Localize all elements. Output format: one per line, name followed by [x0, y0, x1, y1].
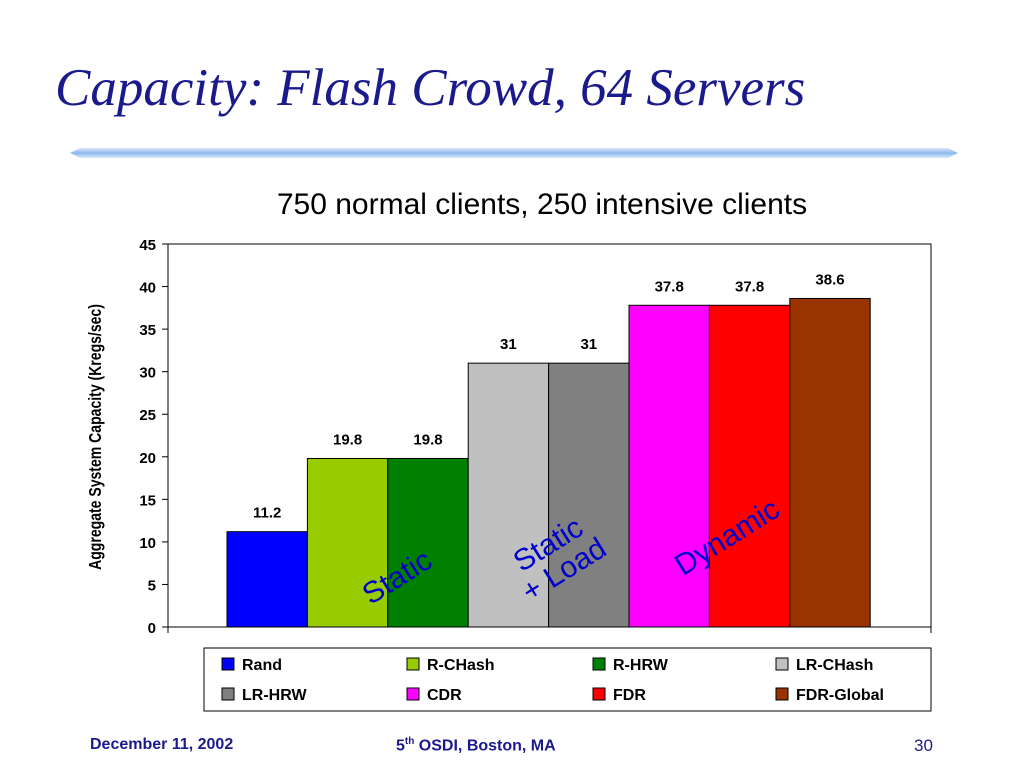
title-divider [70, 148, 958, 158]
data-label: 31 [500, 336, 517, 353]
bar-cdr [628, 304, 710, 628]
y-tick-label: 15 [139, 492, 156, 509]
bar-lr-hrw [548, 362, 630, 628]
chart-subtitle: 750 normal clients, 250 intensive client… [276, 188, 808, 221]
bar-r-hrw [387, 457, 469, 628]
data-label: 37.8 [655, 278, 684, 295]
y-tick-label: 25 [139, 407, 156, 424]
data-label: 31 [580, 336, 597, 353]
data-label: 38.6 [815, 271, 844, 288]
footer-page-number: 30 [914, 736, 933, 755]
y-axis-label: Aggregate System Capacity (Kregs/sec) [85, 304, 105, 570]
footer-event-prefix: 5 [396, 737, 405, 755]
legend-swatch [775, 657, 789, 671]
legend-label: Rand [242, 657, 282, 674]
y-tick-label: 5 [148, 577, 156, 594]
y-tick-label: 45 [139, 237, 156, 254]
legend-label: FDR [613, 687, 646, 704]
y-tick-label: 10 [139, 535, 156, 552]
y-tick-label: 40 [139, 280, 156, 297]
data-label: 37.8 [735, 278, 764, 295]
legend-swatch [592, 657, 606, 671]
legend-swatch [775, 687, 789, 701]
legend-label: CDR [427, 687, 462, 704]
footer-event-sup: th [404, 736, 415, 747]
legend-swatch [221, 687, 235, 701]
legend-box [203, 647, 932, 712]
legend-label: R-CHash [427, 657, 495, 674]
data-label: 19.8 [333, 431, 362, 448]
legend-label: R-HRW [613, 657, 669, 674]
legend-swatch [221, 657, 235, 671]
data-label: 19.8 [413, 431, 442, 448]
legend-label: LR-CHash [796, 657, 873, 674]
legend-label: FDR-Global [796, 687, 884, 704]
y-tick-label: 35 [139, 322, 156, 339]
bar-fdr-global [789, 297, 871, 628]
y-tick-label: 30 [139, 365, 156, 382]
y-tick-label: 20 [139, 450, 156, 467]
legend-label: LR-HRW [242, 687, 307, 704]
legend-swatch [406, 687, 420, 701]
legend-swatch [406, 657, 420, 671]
data-label: 11.2 [253, 505, 281, 522]
footer-date: December 11, 2002 [90, 736, 234, 753]
bar-fdr [708, 304, 791, 628]
slide-title: Capacity: Flash Crowd, 64 Servers [55, 59, 806, 117]
legend-swatch [592, 687, 606, 701]
bar-rand [226, 531, 308, 628]
footer-event: 5th OSDI, Boston, MA [396, 736, 556, 755]
y-tick-label: 0 [148, 620, 156, 637]
footer-event-suffix: OSDI, Boston, MA [414, 737, 556, 755]
